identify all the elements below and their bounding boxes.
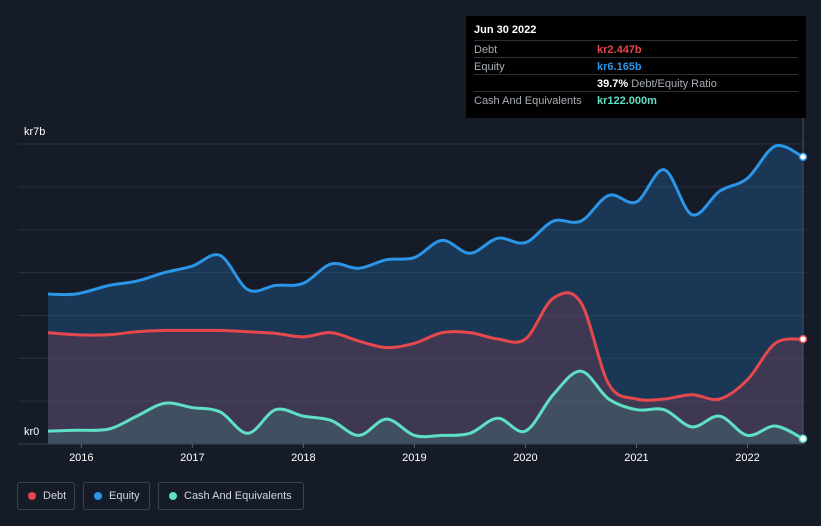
tooltip-cash-value: kr122.000m [597, 95, 657, 107]
series-areas [48, 145, 803, 444]
equity-endpoint [798, 152, 808, 162]
debt-area [48, 292, 803, 444]
debt-line [47, 291, 804, 402]
debt-endpoint [798, 334, 808, 344]
series-lines [47, 144, 804, 441]
tooltip-ratio: 39.7% Debt/Equity Ratio [597, 78, 717, 90]
tooltip-row-cash: Cash And Equivalents kr122.000m [474, 91, 798, 109]
equity-line [47, 144, 804, 297]
debt-legend-dot-icon [28, 492, 36, 500]
x-axis-ticks: 2016 2017 2018 2019 2020 2021 2022 [69, 444, 760, 464]
legend-equity-label: Equity [109, 490, 140, 502]
legend-cash-label: Cash And Equivalents [184, 490, 292, 502]
x-tick-label: 2022 [735, 452, 759, 464]
series-endpoints [798, 152, 808, 444]
tooltip-cash-label: Cash And Equivalents [474, 95, 582, 107]
cash-and-equivalents-endpoint [798, 434, 808, 444]
cash-and-equivalents-line [47, 369, 804, 441]
equity-legend-dot-icon [94, 492, 102, 500]
tooltip-row-ratio: 39.7% Debt/Equity Ratio [474, 74, 798, 92]
x-tick-label: 2017 [180, 452, 204, 464]
equity-area [48, 145, 803, 444]
cash-legend-dot-icon [169, 492, 177, 500]
tooltip-row-debt: Debt kr2.447b [474, 40, 798, 58]
legend-item-cash[interactable]: Cash And Equivalents [158, 482, 304, 510]
tooltip-equity-label: Equity [474, 61, 505, 73]
x-tick-label: 2021 [624, 452, 648, 464]
tooltip-ratio-label: Debt/Equity Ratio [631, 78, 717, 90]
tooltip-date: Jun 30 2022 [474, 24, 537, 36]
x-tick-label: 2018 [291, 452, 315, 464]
tooltip-debt-label: Debt [474, 44, 498, 56]
legend-debt-label: Debt [43, 490, 67, 502]
y-axis-top-label: kr7b [24, 126, 45, 138]
y-axis-bottom-label: kr0 [24, 426, 39, 438]
gridlines [18, 143, 805, 402]
tooltip-equity-value: kr6.165b [597, 61, 642, 73]
x-tick-label: 2019 [402, 452, 426, 464]
tooltip-row-equity: Equity kr6.165b [474, 57, 798, 75]
legend-item-debt[interactable]: Debt [17, 482, 75, 510]
tooltip-panel: Jun 30 2022 Debt kr2.447b Equity kr6.165… [466, 16, 806, 118]
cash-and-equivalents-area [48, 371, 803, 444]
x-tick-label: 2020 [513, 452, 537, 464]
legend-item-equity[interactable]: Equity [83, 482, 150, 510]
tooltip-debt-value: kr2.447b [597, 44, 642, 56]
tooltip-ratio-value: 39.7% [597, 78, 629, 90]
x-tick-label: 2016 [69, 452, 93, 464]
